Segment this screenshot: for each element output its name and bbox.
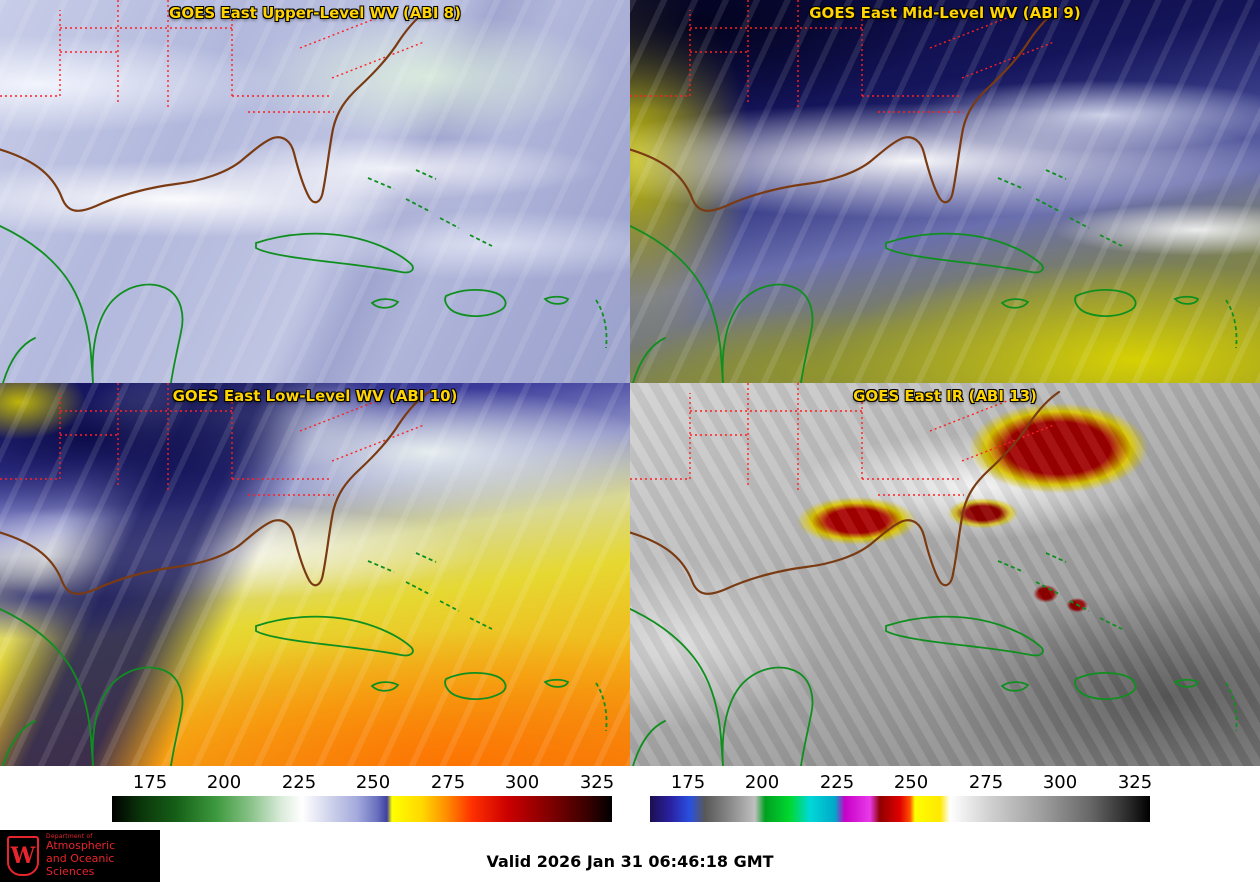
satellite-image-ir: [630, 383, 1260, 766]
tick-label: 250: [355, 772, 391, 793]
colorbar-ticks: 175 200 225 250 275 300 325: [112, 772, 615, 796]
satellite-panel-ir: GOES East IR (ABI 13): [630, 383, 1260, 766]
ir-colorbar: 175 200 225 250 275 300 325: [650, 772, 1153, 824]
tick-label: 175: [132, 772, 168, 793]
map-overlay: [630, 383, 1260, 766]
satellite-panel-upper-wv: GOES East Upper-Level WV (ABI 8): [0, 0, 630, 383]
tick-label: 325: [1117, 772, 1153, 793]
uw-crest-icon: W: [7, 836, 39, 876]
aos-logo: W Department of Atmospheric and Oceanic …: [0, 830, 160, 882]
satellite-image-mid-wv: [630, 0, 1260, 383]
tick-label: 175: [670, 772, 706, 793]
valid-timestamp: Valid 2026 Jan 31 06:46:18 GMT: [486, 852, 774, 871]
footer: W Department of Atmospheric and Oceanic …: [0, 826, 1260, 882]
map-overlay: [630, 0, 1260, 383]
map-overlay: [0, 383, 630, 766]
tick-label: 300: [1042, 772, 1078, 793]
satellite-image-upper-wv: [0, 0, 630, 383]
colorbar-row: 175 200 225 250 275 300 325 175 200 225 …: [0, 766, 1260, 826]
cloud-texture: [630, 383, 1260, 766]
logo-line2: and Oceanic Sciences: [46, 852, 115, 879]
satellite-image-low-wv: [0, 383, 630, 766]
tick-label: 200: [206, 772, 242, 793]
tick-label: 225: [281, 772, 317, 793]
tick-label: 200: [744, 772, 780, 793]
cloud-streaks: [630, 0, 1260, 383]
tick-label: 325: [579, 772, 615, 793]
logo-dept-line: Department of: [46, 833, 93, 840]
tick-label: 225: [819, 772, 855, 793]
colorbar-gradient: [112, 796, 612, 822]
satellite-panel-low-wv: GOES East Low-Level WV (ABI 10): [0, 383, 630, 766]
map-overlay: [0, 0, 630, 383]
cloud-streaks: [0, 0, 630, 383]
colorbar-gradient: [650, 796, 1150, 822]
panel-title: GOES East Upper-Level WV (ABI 8): [169, 4, 461, 22]
tick-label: 275: [968, 772, 1004, 793]
colorbar-ticks: 175 200 225 250 275 300 325: [650, 772, 1153, 796]
satellite-image-grid: GOES East Upper-Level WV (ABI 8) GOES Ea…: [0, 0, 1260, 766]
satellite-panel-mid-wv: GOES East Mid-Level WV (ABI 9): [630, 0, 1260, 383]
wv-colorbar: 175 200 225 250 275 300 325: [112, 772, 615, 824]
cloud-streaks: [0, 383, 630, 766]
aos-logo-text: Department of Atmospheric and Oceanic Sc…: [46, 833, 153, 879]
tick-label: 275: [430, 772, 466, 793]
logo-line1: Atmospheric: [46, 839, 116, 853]
panel-title: GOES East Mid-Level WV (ABI 9): [809, 4, 1081, 22]
tick-label: 250: [893, 772, 929, 793]
tick-label: 300: [504, 772, 540, 793]
panel-title: GOES East IR (ABI 13): [853, 387, 1037, 405]
panel-title: GOES East Low-Level WV (ABI 10): [172, 387, 458, 405]
